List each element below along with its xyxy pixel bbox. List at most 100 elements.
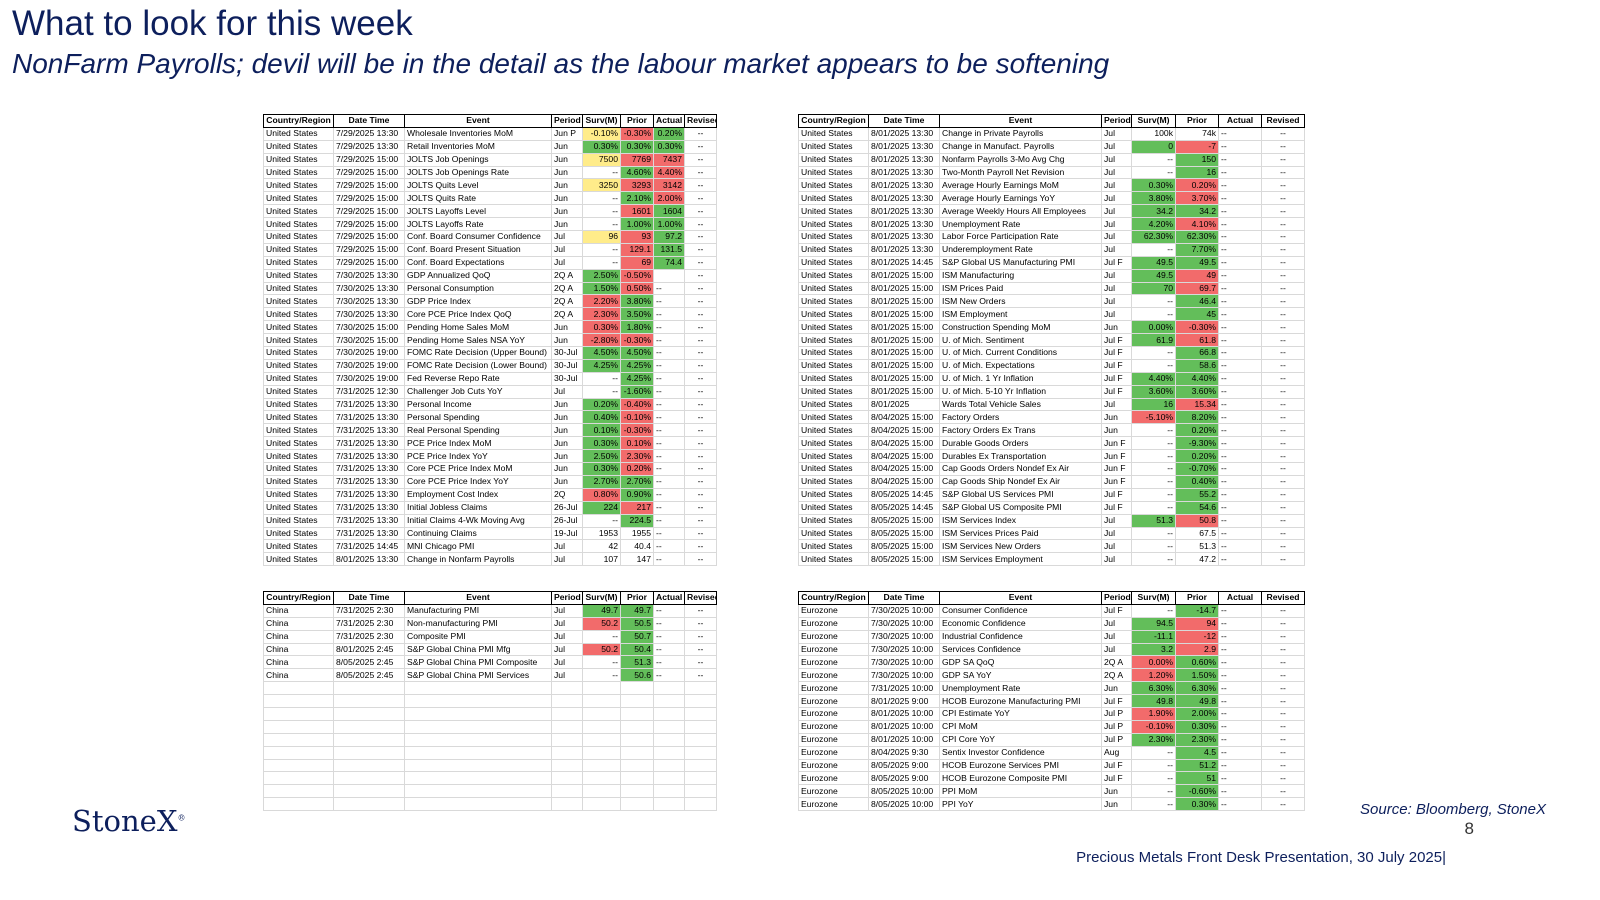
cell-period: Jul xyxy=(1101,616,1132,631)
cell-period: Jul xyxy=(1101,204,1132,219)
cell-survey: -- xyxy=(582,513,621,528)
cell-actual: -- xyxy=(1218,655,1262,670)
table-row: Eurozone 7/30/2025 10:00 Services Confiden… xyxy=(798,642,1305,657)
empty-cell xyxy=(263,707,334,721)
cell-country: United States xyxy=(263,539,334,554)
empty-cell xyxy=(582,732,621,747)
cell-revised: -- xyxy=(684,294,717,309)
empty-cell xyxy=(684,719,717,734)
cell-datetime: 8/05/2025 9:00 xyxy=(868,771,940,786)
cell-survey: -- xyxy=(582,655,621,670)
cell-datetime: 8/01/2025 13:30 xyxy=(868,242,940,257)
cell-survey: 1.20% xyxy=(1131,668,1176,683)
cell-actual: -- xyxy=(1218,784,1262,799)
cell-period: Jul xyxy=(551,384,583,399)
cell-revised: -- xyxy=(1261,204,1305,219)
cell-survey: -- xyxy=(1131,307,1176,322)
cell-country: United States xyxy=(798,423,869,438)
cell-revised: -- xyxy=(1261,552,1305,567)
column-header-prior: Prior xyxy=(620,114,654,128)
empty-cell xyxy=(620,745,654,760)
cell-revised: -- xyxy=(684,165,717,180)
cell-period: Jul xyxy=(551,655,583,670)
cell-survey: 2.50% xyxy=(582,449,621,464)
empty-cell xyxy=(684,707,717,721)
cell-actual: -- xyxy=(653,526,685,541)
cell-datetime: 8/01/2025 xyxy=(868,397,940,412)
empty-cell xyxy=(620,681,654,696)
cell-revised: -- xyxy=(1261,462,1305,476)
cell-country: United States xyxy=(798,539,869,554)
cell-datetime: 7/30/2025 10:00 xyxy=(868,655,940,670)
cell-period: Aug xyxy=(1101,745,1132,760)
column-header-period: Period xyxy=(551,114,583,128)
cell-event: CPI MoM xyxy=(939,719,1102,734)
cell-period: Jun xyxy=(551,410,583,425)
empty-cell xyxy=(582,681,621,696)
cell-survey: 34.2 xyxy=(1131,204,1176,219)
table-row: United States 7/31/2025 13:30 PCE Price In… xyxy=(263,449,717,464)
cell-country: United States xyxy=(798,358,869,373)
cell-prior: -9.30% xyxy=(1175,436,1219,451)
cell-country: United States xyxy=(798,449,869,464)
cell-prior: 62.30% xyxy=(1175,230,1219,244)
china-calendar-table: Country/Region Date Time Event Period Surv(M… xyxy=(263,591,717,812)
cell-revised: -- xyxy=(1261,217,1305,232)
cell-prior: 0.30% xyxy=(1175,719,1219,734)
table-row: United States 8/04/2025 15:00 Cap Goods Sh… xyxy=(798,474,1305,489)
cell-period: Jul xyxy=(1101,281,1132,296)
cell-survey: -- xyxy=(1131,745,1176,760)
column-header-country: Country/Region xyxy=(263,591,334,605)
empty-cell xyxy=(551,745,583,760)
cell-datetime: 8/01/2025 15:00 xyxy=(868,268,940,283)
cell-period: 2Q A xyxy=(551,281,583,296)
cell-event: U. of Mich. Expectations xyxy=(939,358,1102,373)
cell-period: Jul xyxy=(1101,126,1132,141)
cell-event: U. of Mich. Current Conditions xyxy=(939,346,1102,360)
cell-period: Jul F xyxy=(1101,487,1132,502)
empty-cell xyxy=(620,797,654,812)
cell-datetime: 8/01/2025 15:00 xyxy=(868,333,940,348)
cell-event: PPI MoM xyxy=(939,784,1102,799)
cell-prior: 54.6 xyxy=(1175,500,1219,515)
empty-cell xyxy=(551,784,583,799)
cell-event: HCOB Eurozone Services PMI xyxy=(939,758,1102,773)
cell-event: Average Hourly Earnings MoM xyxy=(939,178,1102,193)
cell-prior: 51.3 xyxy=(620,655,654,670)
cell-datetime: 7/30/2025 15:00 xyxy=(333,320,405,335)
cell-revised: -- xyxy=(684,371,717,386)
empty-cell xyxy=(684,745,717,760)
cell-datetime: 7/31/2025 13:30 xyxy=(333,462,405,476)
cell-actual: -- xyxy=(653,358,685,373)
cell-event: S&P Global China PMI Services xyxy=(404,668,552,683)
cell-prior: 74k xyxy=(1175,126,1219,141)
cell-actual: 74.4 xyxy=(653,255,685,270)
empty-cell xyxy=(263,719,334,734)
cell-datetime: 7/29/2025 13:30 xyxy=(333,139,405,154)
cell-datetime: 7/31/2025 13:30 xyxy=(333,526,405,541)
cell-prior: 0.20% xyxy=(620,462,654,476)
column-header-survey: Surv(M) xyxy=(1131,591,1176,605)
cell-country: Eurozone xyxy=(798,707,869,721)
cell-revised: -- xyxy=(1261,294,1305,309)
column-header-survey: Surv(M) xyxy=(582,114,621,128)
cell-prior: 51.3 xyxy=(1175,539,1219,554)
cell-datetime: 8/05/2025 15:00 xyxy=(868,552,940,567)
table-row: Eurozone 7/31/2025 10:00 Unemployment Rate… xyxy=(798,681,1305,696)
cell-prior: 69 xyxy=(620,255,654,270)
cell-prior: 0.40% xyxy=(1175,474,1219,489)
cell-period: Jun xyxy=(551,204,583,219)
cell-actual: -- xyxy=(1218,539,1262,554)
cell-country: United States xyxy=(263,552,334,567)
table-row: Eurozone 8/01/2025 10:00 CPI Core YoY Jul P… xyxy=(798,732,1305,747)
cell-revised: -- xyxy=(1261,694,1305,709)
cell-survey: 100k xyxy=(1131,126,1176,141)
cell-revised: -- xyxy=(1261,449,1305,464)
table-row: United States 8/01/2025 13:30 Change in Pr… xyxy=(798,126,1305,141)
cell-event: Continuing Claims xyxy=(404,526,552,541)
cell-prior: 34.2 xyxy=(1175,204,1219,219)
cell-event: Employment Cost Index xyxy=(404,487,552,502)
cell-datetime: 7/29/2025 15:00 xyxy=(333,242,405,257)
cell-actual: -- xyxy=(1218,694,1262,709)
column-header-event: Event xyxy=(939,591,1102,605)
